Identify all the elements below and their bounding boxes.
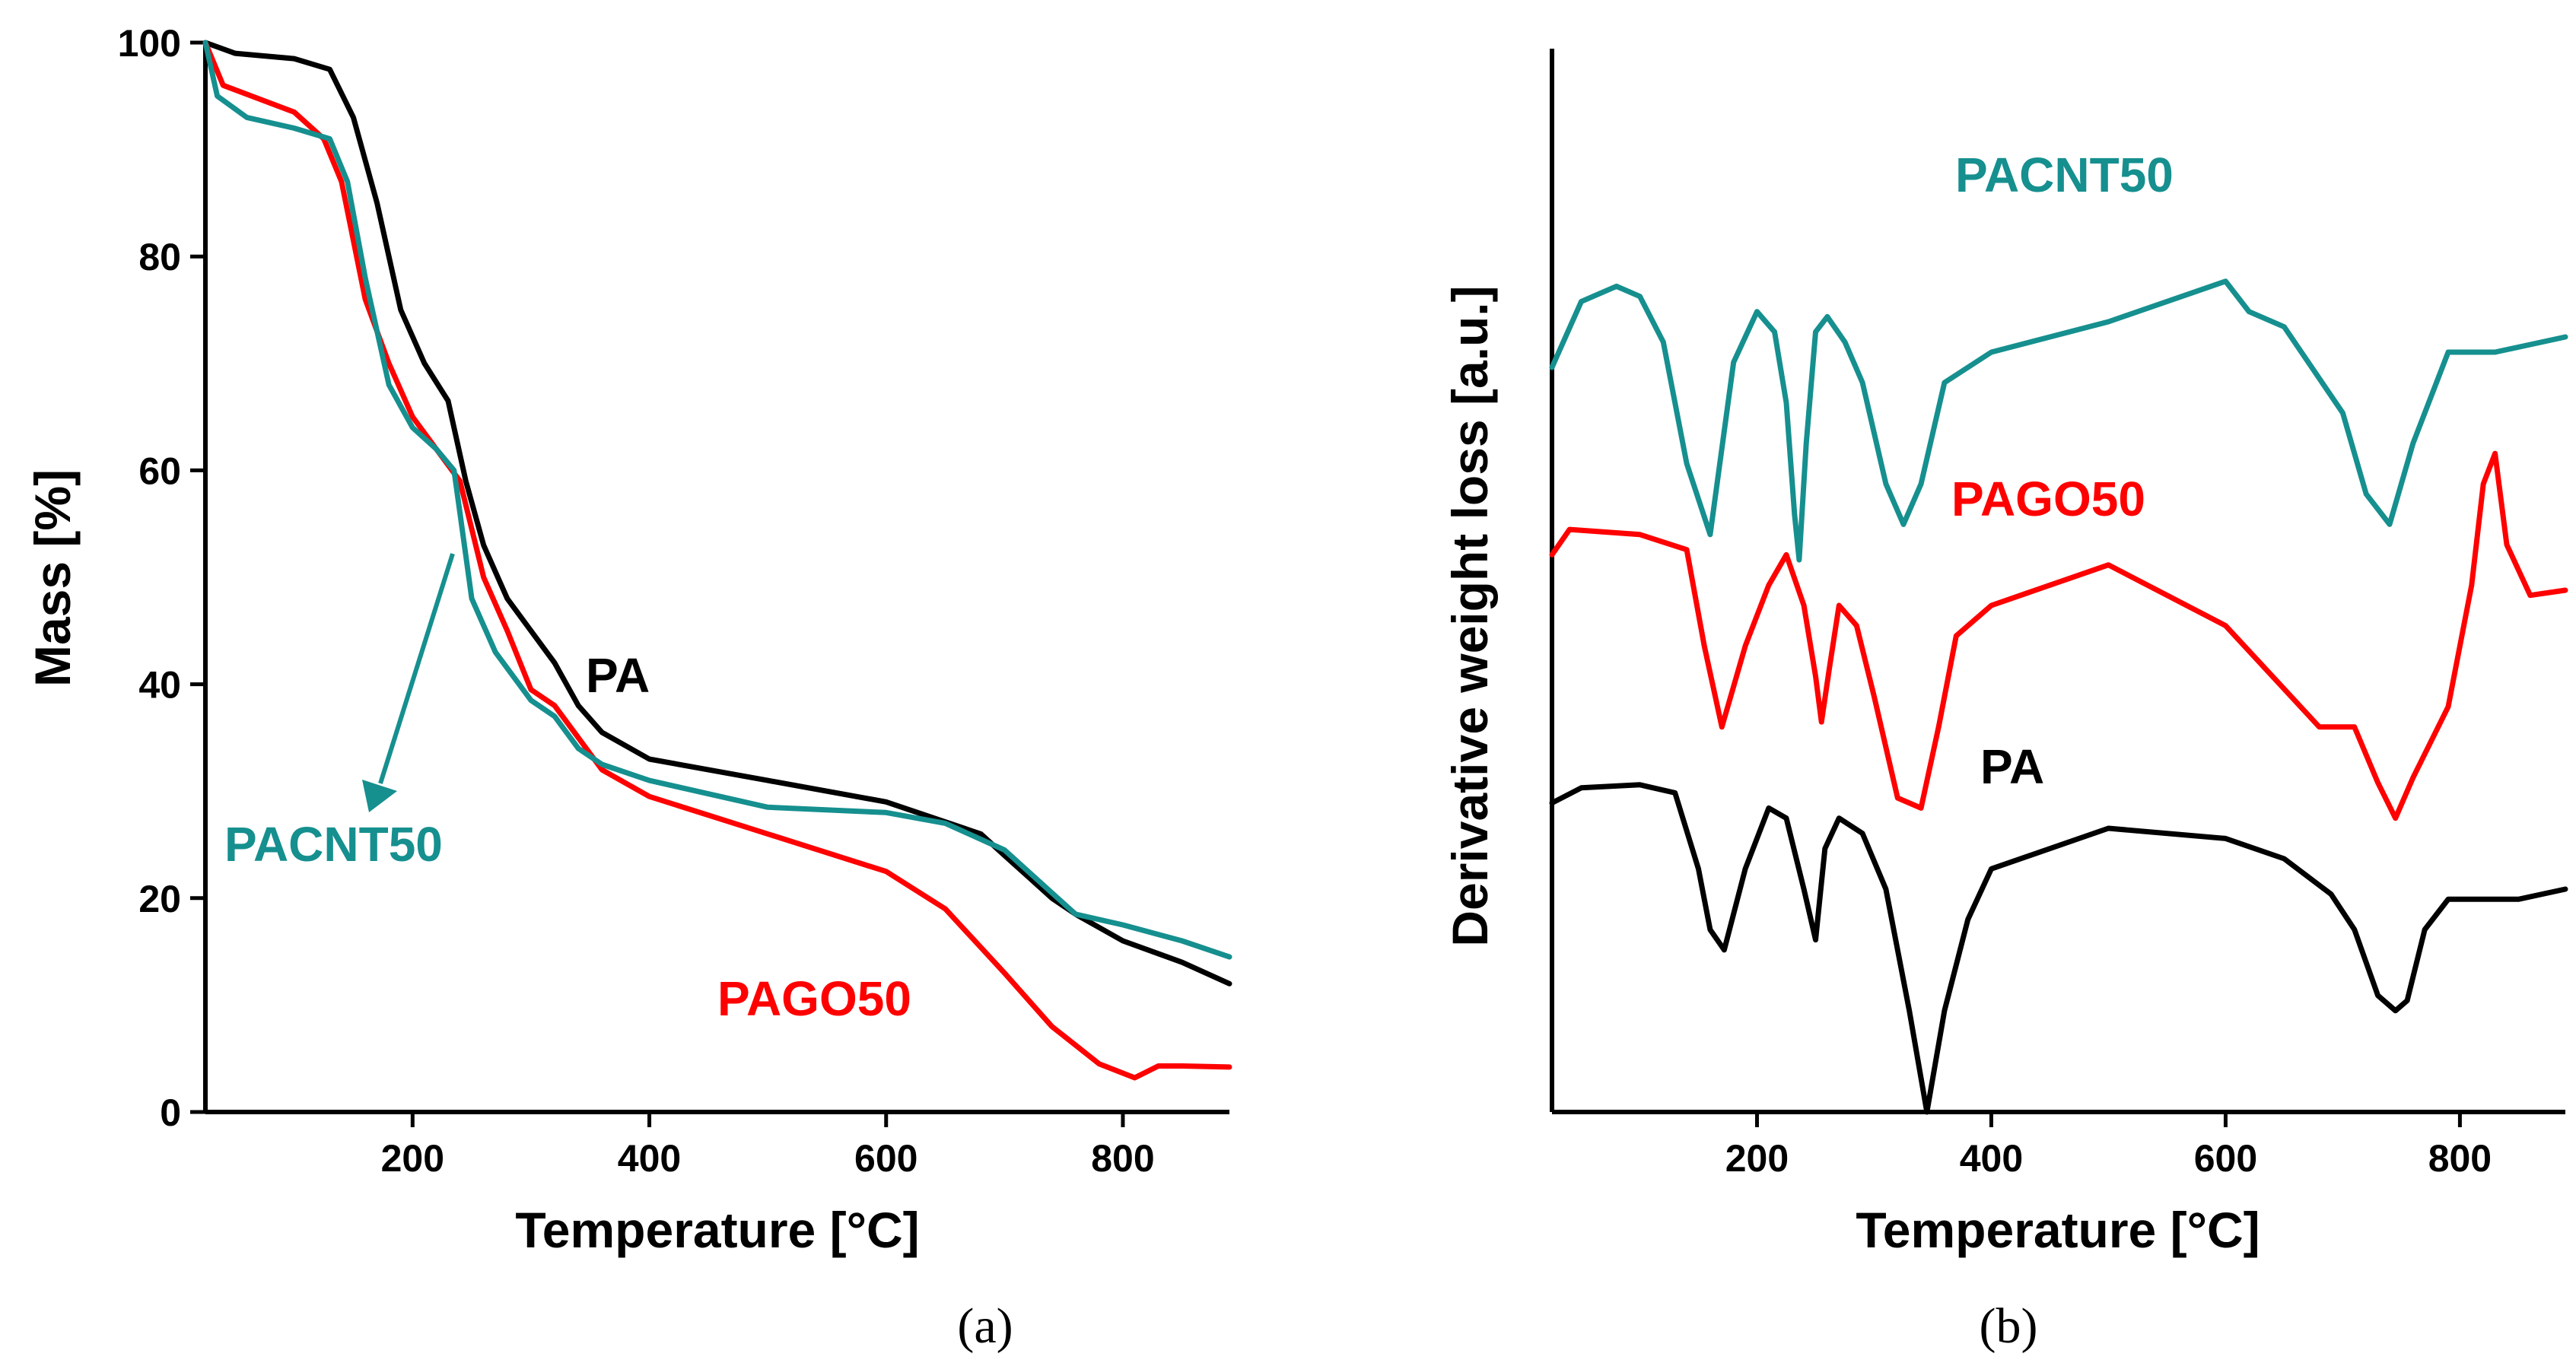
panel-a-x-tick-label: 200 [381,1137,444,1180]
panel-a-mass-chart: 200 400 600 800 0 20 40 60 80 100 Temperature [°… [24,22,1232,1354]
panel-a-series-pacnt50 [202,40,1232,960]
panel-a-y-axis-title: Mass [%] [24,469,81,687]
panel-b-curves [1549,278,2568,1115]
panel-a-curves [202,40,1232,1081]
panel-a-x-tick-label: 800 [1091,1137,1154,1180]
panel-b-series-pacnt50 [1549,278,2568,563]
panel-b-x-tick-label: 800 [2428,1137,2492,1180]
panel-a-x-tick-label: 600 [854,1137,918,1180]
panel-a-x-axis-title: Temperature [°C] [515,1202,919,1258]
panel-b-series-pago50 [1549,450,2568,821]
panel-a-y-tick-label: 40 [138,664,181,707]
panel-a-label-pacnt50: PACNT50 [224,817,443,872]
panel-a-y-tick-label: 60 [138,450,181,492]
panel-b-x-tick-label: 400 [1960,1137,2023,1180]
panel-a-label-pa: PA [586,648,650,703]
panel-b-series-pa [1549,782,2568,1115]
panel-a-series-pago50 [202,40,1232,1081]
panel-b-caption: (b) [1980,1298,2038,1354]
panel-b-label-pa: PA [1980,739,2044,794]
panel-b-x-tick-label: 200 [1725,1137,1789,1180]
panel-a-caption: (a) [957,1298,1013,1354]
panel-a-y-ticks: 0 20 40 60 80 100 [118,22,205,1134]
panel-a-series-pa [202,40,1232,987]
panel-b-label-pago50: PAGO50 [1951,472,2145,526]
panel-a-y-tick-label: 0 [160,1091,181,1134]
panel-a-y-tick-label: 80 [138,236,181,278]
panel-b-x-ticks: 200 400 600 800 [1725,1112,2492,1180]
panel-b-derivative-chart: 200 400 600 800 Temperature [°C] Derivative… [1442,49,2568,1354]
panel-b-label-pacnt50: PACNT50 [1955,148,2174,202]
panel-a-arrow [362,553,455,812]
panel-b-x-tick-label: 600 [2194,1137,2257,1180]
panel-a-label-pago50: PAGO50 [717,971,911,1026]
panel-b-y-axis-title: Derivative weight loss [a.u.] [1442,285,1498,946]
panel-b-x-axis-title: Temperature [°C] [1856,1202,2260,1258]
panel-a-y-tick-label: 20 [138,878,181,920]
panel-a-y-tick-label: 100 [118,22,181,65]
panel-a-x-tick-label: 400 [618,1137,681,1180]
panel-a-x-ticks: 200 400 600 800 [381,1112,1155,1180]
